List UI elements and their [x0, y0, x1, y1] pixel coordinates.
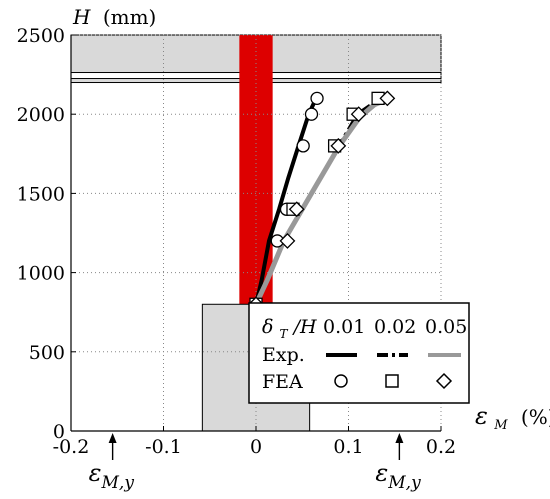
y-tick-label-2500: 2500 — [17, 25, 65, 47]
legend-marker-diamond — [435, 372, 453, 390]
series-lines — [253, 96, 392, 306]
legend-header-subscript: T — [280, 327, 289, 341]
marker-fea-0.05-5 — [379, 90, 396, 107]
x-tick-label--0.1: -0.1 — [145, 436, 182, 458]
legend-header-symbol: δ — [262, 316, 273, 338]
y-tick-label-2000: 2000 — [17, 104, 65, 126]
y-tick-label-1500: 1500 — [17, 183, 65, 205]
legend-marker-square — [385, 374, 399, 388]
legend-col-1: 0.01 — [323, 316, 365, 338]
legend-col-2: 0.02 — [374, 316, 416, 338]
yield-label-symbol-1: ε — [375, 459, 388, 487]
x-axis-symbol: ε — [475, 402, 488, 430]
series-line-exp-0.01 — [254, 97, 318, 305]
yield-strain-markers: εM,y εM,y — [89, 433, 421, 493]
y-axis-unit: (mm) — [103, 5, 157, 29]
x-axis-subscript: M — [493, 418, 508, 433]
marker-fea-0.05-1 — [279, 233, 296, 249]
y-tick-label-1000: 1000 — [17, 263, 65, 285]
x-tick-label-0.1: 0.1 — [333, 436, 363, 458]
marker-fea-0.05-4 — [350, 106, 367, 123]
yield-label-symbol-0: ε — [89, 459, 102, 487]
legend-row-exp: Exp. — [262, 344, 305, 366]
marker-fea-0.05-3 — [330, 137, 347, 154]
legend-row-fea: FEA — [262, 371, 303, 393]
yield-arrow-head-0 — [108, 433, 117, 443]
x-tick-label-0: 0 — [250, 436, 262, 458]
yield-arrow-head-1 — [395, 433, 404, 443]
legend-col-3: 0.05 — [425, 316, 467, 338]
x-tick-label--0.2: -0.2 — [53, 436, 90, 458]
y-tick-label-0: 0 — [53, 421, 65, 443]
legend: δ T /H 0.01 0.02 0.05 Exp. FEA — [248, 302, 470, 404]
y-axis-label: H (mm) — [72, 5, 156, 29]
yield-label-0: εM,y — [89, 459, 135, 493]
x-axis-unit: (%) — [521, 405, 550, 429]
marker-fea-0.01-5 — [310, 91, 324, 106]
marker-fea-0.05-2 — [288, 201, 305, 218]
x-tick-label-0.2: 0.2 — [426, 436, 456, 458]
marker-fea-0.01-4 — [304, 107, 319, 121]
yield-label-1: εM,y — [375, 459, 421, 493]
series-line-exp-0.02 — [254, 96, 383, 306]
x-axis-label: ε M (%) — [475, 402, 550, 434]
ticks: -0.2 -0.1 0 0.1 0.2 0 500 1000 1500 2000 2500 — [17, 25, 456, 458]
legend-box — [248, 302, 470, 404]
y-tick-label-500: 500 — [29, 342, 65, 364]
legend-header-suffix: /H — [292, 316, 317, 338]
legend-marker-circle — [334, 374, 348, 388]
marker-fea-0.01-3 — [296, 139, 310, 153]
y-axis-symbol: H — [72, 5, 91, 29]
yield-label-subscript-0: M,y — [101, 473, 135, 493]
series-line-exp-0.05 — [253, 96, 392, 306]
yield-label-subscript-1: M,y — [387, 473, 421, 493]
legend-header: δ T /H — [262, 316, 317, 343]
